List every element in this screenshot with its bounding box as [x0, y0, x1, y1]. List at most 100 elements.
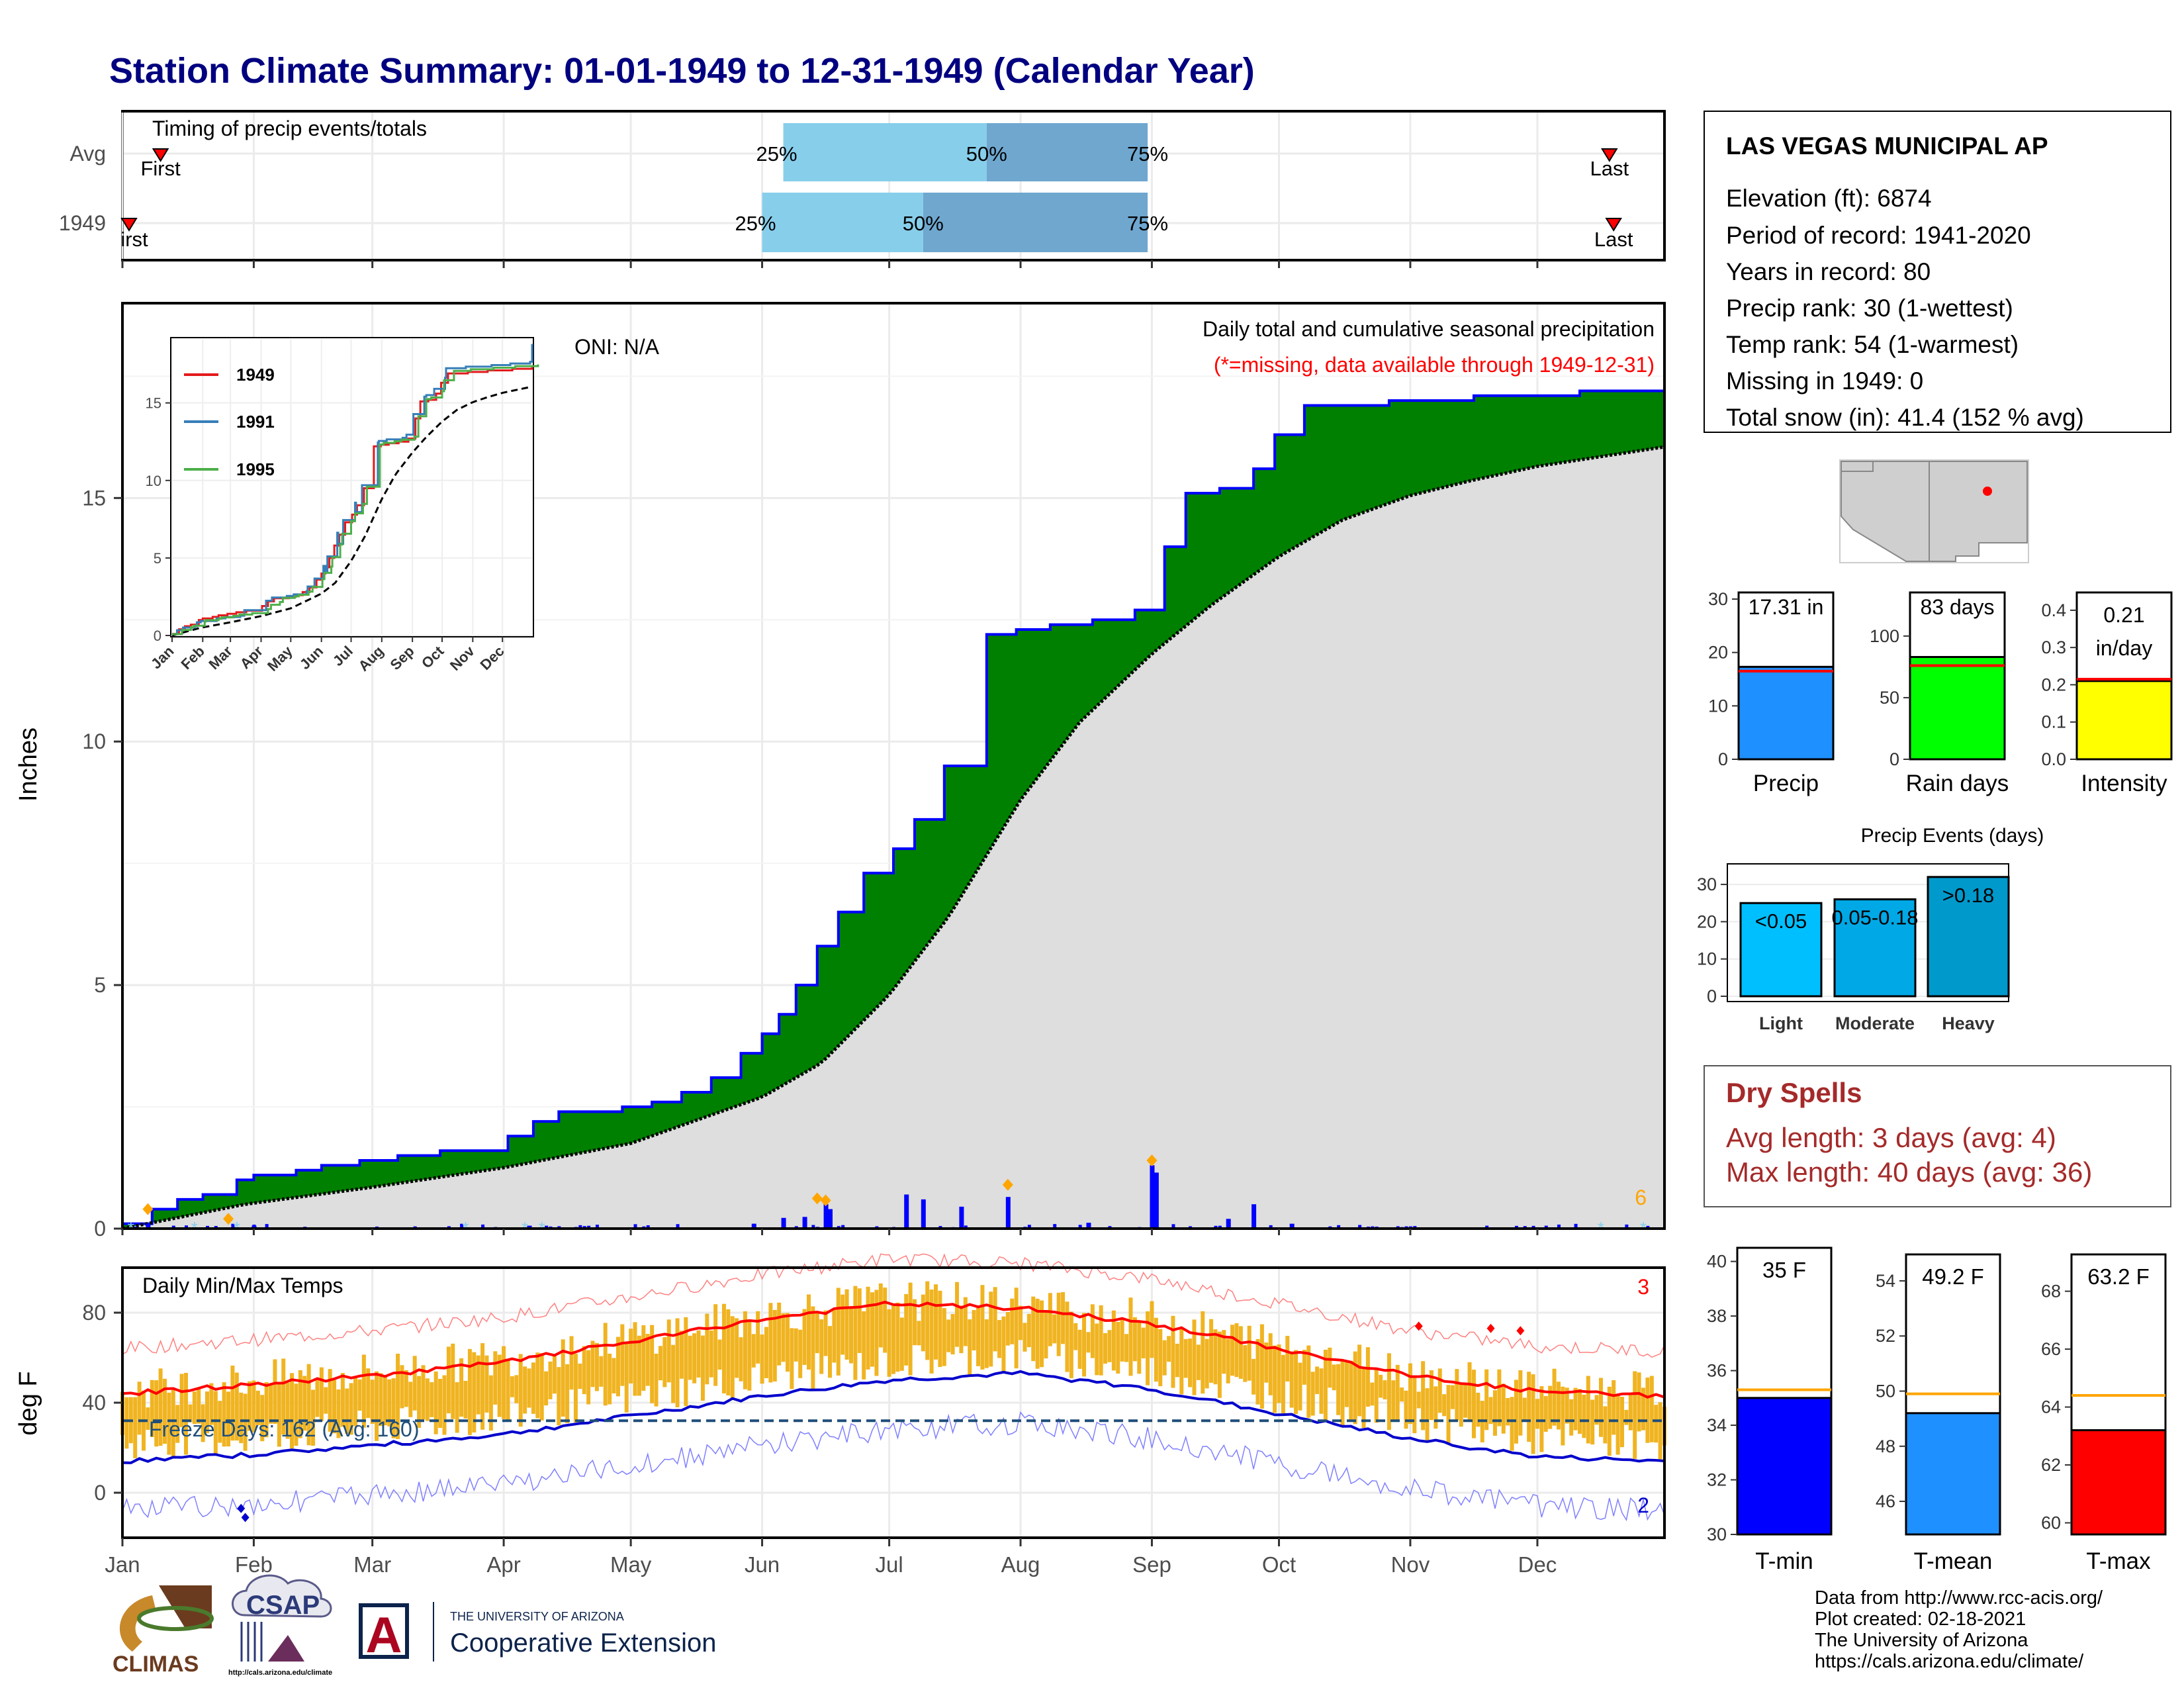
daily-temp-bar — [743, 1311, 747, 1389]
daily-temp-bar — [997, 1320, 1002, 1358]
daily-precip-bar — [171, 1225, 175, 1229]
daily-temp-bar — [1044, 1310, 1048, 1359]
daily-temp-bar — [396, 1353, 400, 1439]
summary-bar-tick-label: 0.4 — [2041, 600, 2066, 620]
daily-temp-bar — [1183, 1338, 1188, 1378]
daily-temp-bar — [913, 1299, 917, 1346]
daily-temp-bar — [857, 1288, 862, 1353]
last-event-marker — [1605, 218, 1622, 232]
daily-temp-bar — [298, 1370, 302, 1438]
station-name: LAS VEGAS MUNICIPAL AP — [1726, 132, 2048, 160]
daily-temp-bar — [1179, 1327, 1184, 1395]
daily-temp-bar — [150, 1380, 154, 1437]
timing-q75-label: 75% — [1127, 212, 1168, 235]
last-event-label: Last — [1594, 228, 1633, 251]
summary-bar-tick-label: 10 — [1708, 696, 1728, 716]
daily-precip-bar — [1226, 1219, 1231, 1229]
precip-header: Daily total and cumulative seasonal prec… — [1203, 317, 1655, 341]
daily-temp-bar — [433, 1371, 438, 1434]
ua-logo: A THE UNIVERSITY OF ARIZONA Cooperative … — [359, 1602, 716, 1664]
daily-temp-bar — [1001, 1316, 1006, 1372]
daily-temp-bar — [1361, 1366, 1366, 1429]
daily-temp-bar — [1531, 1374, 1535, 1454]
daily-temp-bar — [506, 1359, 510, 1420]
daily-temp-bar — [1077, 1329, 1082, 1369]
daily-temp-bar — [586, 1350, 591, 1405]
daily-temp-bar — [1501, 1383, 1506, 1434]
daily-temp-bar — [1234, 1323, 1239, 1378]
month-label: Sep — [1132, 1552, 1171, 1577]
daily-precip-bar — [545, 1225, 549, 1229]
daily-precip-bar — [959, 1206, 964, 1229]
daily-temp-bar — [637, 1335, 641, 1396]
daily-temp-bar — [1154, 1317, 1158, 1382]
daily-temp-bar — [269, 1383, 273, 1424]
daily-temp-bar — [154, 1380, 159, 1447]
csap-wordmark: CSAP — [246, 1591, 320, 1620]
daily-temp-bar — [1171, 1315, 1175, 1388]
daily-temp-bar — [603, 1323, 608, 1406]
daily-temp-bar — [1099, 1305, 1103, 1376]
daily-temp-bar — [171, 1388, 175, 1458]
inset-legend: 1949 1991 1995 — [184, 365, 275, 479]
daily-temp-bar — [1569, 1399, 1574, 1436]
daily-temp-bar — [1586, 1376, 1590, 1444]
daily-temp-bar — [938, 1290, 942, 1368]
credit-line-4: https://cals.arizona.edu/climate/ — [1815, 1651, 2084, 1672]
daily-temp-bar — [917, 1321, 921, 1346]
daily-temp-bar — [675, 1318, 680, 1407]
daily-temp-bar — [1543, 1395, 1548, 1432]
month-label: Jul — [876, 1552, 903, 1577]
daily-temp-bar — [684, 1317, 688, 1407]
daily-temp-bar — [1446, 1385, 1451, 1444]
daily-temp-bar — [705, 1313, 709, 1385]
daily-temp-bar — [1619, 1397, 1624, 1448]
daily-precip-bar — [1544, 1225, 1548, 1229]
freeze-days-label: Freeze Days: 162 (Avg: 160) — [149, 1417, 420, 1441]
daily-temp-bar — [615, 1336, 620, 1397]
daily-temp-bar — [806, 1294, 811, 1370]
timing-panel: 25% 50% 75% First Last 25% 50% 75% irst Last Timi… — [59, 110, 1666, 261]
daily-temp-bar — [582, 1346, 586, 1395]
daily-temp-bar — [387, 1379, 392, 1427]
daily-temp-bar — [569, 1336, 574, 1390]
cumulative-average-area — [122, 447, 1664, 1229]
daily-temp-bar — [251, 1380, 256, 1432]
ua-letter: A — [366, 1607, 402, 1664]
daily-precip-bar — [1005, 1197, 1011, 1229]
daily-temp-bar — [1654, 1405, 1659, 1443]
events-bar-light — [1739, 902, 1823, 998]
daily-temp-bar — [959, 1305, 964, 1354]
daily-temp-bar — [336, 1389, 341, 1438]
ua-line-2: Cooperative Extension — [450, 1628, 716, 1658]
daily-temp-bar — [1005, 1311, 1010, 1346]
daily-temp-bar — [794, 1328, 798, 1362]
daily-precip-bar — [1154, 1172, 1159, 1229]
daily-temp-bar — [772, 1309, 777, 1382]
credits: Data from http://www.rcc-acis.org/ Plot … — [1815, 1587, 2103, 1672]
daily-temp-bar — [878, 1283, 883, 1348]
temp-bar-value: 49.2 F — [1922, 1264, 1984, 1289]
daily-temp-bar — [243, 1393, 248, 1451]
climas-wordmark: CLIMAS — [113, 1652, 199, 1677]
precip-y-axis-label: Inches — [15, 727, 42, 802]
daily-precip-bar — [1171, 1224, 1175, 1229]
daily-temp-bar — [700, 1335, 705, 1401]
daily-temp-bar — [760, 1334, 764, 1384]
daily-temp-bar — [1103, 1333, 1108, 1364]
daily-temp-bar — [361, 1354, 366, 1428]
daily-temp-bar — [633, 1322, 637, 1396]
daily-temp-bar — [535, 1352, 540, 1419]
daily-temp-bar — [1476, 1392, 1480, 1427]
daily-temp-bar — [1556, 1382, 1561, 1430]
daily-temp-bar — [1073, 1323, 1078, 1350]
daily-temp-bar — [417, 1376, 422, 1429]
daily-temp-bar — [1086, 1332, 1091, 1353]
daily-temp-bar — [467, 1348, 472, 1435]
daily-temp-bar — [1624, 1409, 1629, 1425]
daily-temp-bar — [1014, 1288, 1019, 1369]
daily-precip-bar — [781, 1217, 786, 1229]
daily-temp-bar — [887, 1309, 891, 1377]
daily-temp-bar — [709, 1330, 713, 1378]
